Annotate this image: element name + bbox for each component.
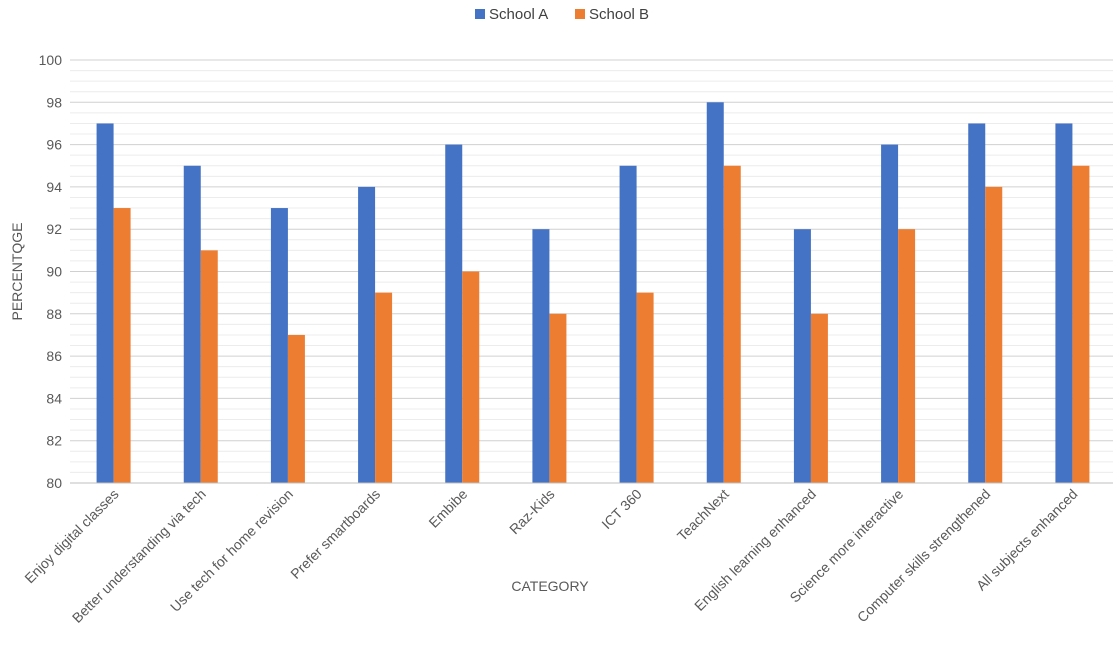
bar-school-b-1 <box>113 208 131 484</box>
bar-school-b-11 <box>985 186 1003 483</box>
y-axis-tick-labels: 80 82 84 86 88 90 92 94 96 98 100 <box>39 52 63 491</box>
bar-school-a-9 <box>793 229 811 483</box>
x-tick-label: ICT 360 <box>598 486 644 532</box>
y-tick-label: 84 <box>46 390 62 406</box>
bar-school-a-7 <box>619 165 637 483</box>
y-tick-label: 82 <box>46 433 62 449</box>
bar-school-a-11 <box>968 123 986 483</box>
x-tick-label: Raz-Kids <box>506 486 557 537</box>
y-tick-label: 96 <box>46 137 62 153</box>
bar-school-b-6 <box>549 313 567 483</box>
bar-school-a-1 <box>96 123 114 483</box>
bar-school-a-4 <box>358 186 376 483</box>
bar-school-b-3 <box>287 334 305 483</box>
y-tick-label: 98 <box>46 94 62 110</box>
legend-swatch-school-b <box>575 9 585 19</box>
legend-swatch-school-a <box>475 9 485 19</box>
bar-school-b-10 <box>898 229 916 483</box>
bar-school-b-8 <box>723 165 741 483</box>
x-tick-label: Embibe <box>425 486 470 531</box>
bar-school-b-5 <box>462 271 480 483</box>
bar-school-a-3 <box>270 208 288 484</box>
bar-school-a-6 <box>532 229 550 483</box>
y-tick-label: 94 <box>46 179 62 195</box>
x-tick-label: Enjoy digital classes <box>21 486 121 586</box>
x-tick-label: All subjects enhanced <box>973 486 1081 594</box>
bar-school-b-7 <box>636 292 654 483</box>
y-axis-title: PERCENTQGE <box>9 222 25 320</box>
legend-label-school-a: School A <box>489 6 548 23</box>
gridlines <box>70 59 1113 484</box>
bar-school-b-2 <box>200 250 218 483</box>
x-tick-label: Prefer smartboards <box>287 486 383 582</box>
x-axis-title: CATEGORY <box>511 578 589 594</box>
y-tick-label: 88 <box>46 306 62 322</box>
bar-school-b-9 <box>810 313 828 483</box>
legend-label-school-b: School B <box>589 6 649 23</box>
bar-school-a-2 <box>183 165 201 483</box>
y-tick-label: 90 <box>46 264 62 280</box>
bar-school-a-8 <box>706 102 724 484</box>
bar-school-a-5 <box>445 144 463 483</box>
x-tick-label: TeachNext <box>674 486 732 544</box>
y-tick-label: 80 <box>46 475 62 491</box>
bar-school-a-12 <box>1055 123 1073 483</box>
y-tick-label: 92 <box>46 221 62 237</box>
y-tick-label: 86 <box>46 348 62 364</box>
bar-school-b-4 <box>375 292 393 483</box>
y-tick-label: 100 <box>39 52 63 68</box>
legend: School A School B <box>475 6 649 23</box>
bar-school-b-12 <box>1072 165 1090 483</box>
bar-school-a-10 <box>881 144 899 483</box>
bars <box>96 102 1090 484</box>
